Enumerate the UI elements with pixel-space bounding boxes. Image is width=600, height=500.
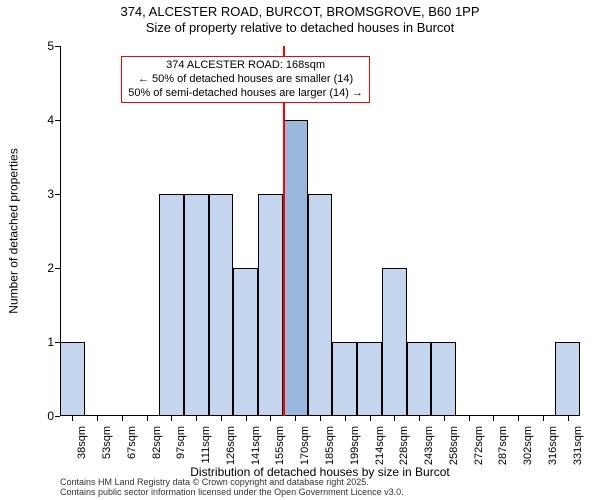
chart-container: 374, ALCESTER ROAD, BURCOT, BROMSGROVE, …: [0, 0, 600, 500]
x-tick-mark: [97, 416, 98, 421]
x-tick-label: 228sqm: [398, 422, 410, 465]
x-tick-mark: [568, 416, 569, 421]
x-tick-mark: [221, 416, 222, 421]
histogram-bar: [233, 268, 258, 416]
y-axis-label-wrap: Number of detached properties: [6, 46, 22, 416]
histogram-bar: [431, 342, 456, 416]
x-tick-mark: [270, 416, 271, 421]
x-tick-mark: [171, 416, 172, 421]
y-tick-mark: [55, 342, 60, 343]
x-tick-mark: [147, 416, 148, 421]
x-tick-mark: [394, 416, 395, 421]
histogram-bar: [159, 194, 184, 416]
y-axis-label: Number of detached properties: [7, 148, 21, 313]
plot-area: 374 ALCESTER ROAD: 168sqm← 50% of detach…: [60, 46, 580, 416]
histogram-bar: [209, 194, 234, 416]
x-tick-label: 141sqm: [250, 422, 262, 465]
x-tick-mark: [444, 416, 445, 421]
y-tick-mark: [55, 268, 60, 269]
x-tick-mark: [122, 416, 123, 421]
x-tick-mark: [518, 416, 519, 421]
x-tick-mark: [320, 416, 321, 421]
x-tick-mark: [295, 416, 296, 421]
x-tick-mark: [370, 416, 371, 421]
x-tick-mark: [543, 416, 544, 421]
x-tick-label: 155sqm: [274, 422, 286, 465]
x-tick-label: 126sqm: [225, 422, 237, 465]
x-tick-mark: [72, 416, 73, 421]
y-tick-label: 4: [32, 113, 54, 127]
x-tick-label: 258sqm: [448, 422, 460, 465]
y-tick-label: 5: [32, 39, 54, 53]
y-tick-mark: [55, 46, 60, 47]
x-tick-mark: [345, 416, 346, 421]
y-tick-mark: [55, 416, 60, 417]
histogram-bar: [555, 342, 580, 416]
histogram-bar: [332, 342, 357, 416]
annotation-box: 374 ALCESTER ROAD: 168sqm← 50% of detach…: [121, 56, 370, 103]
y-tick-label: 2: [32, 261, 54, 275]
histogram-bar: [258, 194, 283, 416]
y-tick-mark: [55, 194, 60, 195]
histogram-bar: [407, 342, 432, 416]
x-tick-label: 111sqm: [200, 422, 212, 464]
y-tick-mark: [55, 120, 60, 121]
y-tick-label: 1: [32, 335, 54, 349]
x-tick-label: 82sqm: [151, 422, 163, 459]
histogram-bar: [60, 342, 85, 416]
x-tick-label: 67sqm: [126, 422, 138, 459]
x-tick-label: 316sqm: [547, 422, 559, 465]
x-tick-label: 272sqm: [473, 422, 485, 465]
footer-line-2: Contains public sector information licen…: [60, 488, 404, 498]
x-tick-label: 199sqm: [349, 422, 361, 465]
title-sub: Size of property relative to detached ho…: [0, 20, 600, 35]
histogram-bar: [283, 120, 308, 416]
annotation-line: ← 50% of detached houses are smaller (14…: [128, 73, 363, 87]
title-main: 374, ALCESTER ROAD, BURCOT, BROMSGROVE, …: [0, 4, 600, 19]
annotation-line: 374 ALCESTER ROAD: 168sqm: [128, 59, 363, 73]
x-tick-label: 331sqm: [572, 422, 584, 465]
y-tick-label: 0: [32, 409, 54, 423]
histogram-bar: [184, 194, 209, 416]
x-tick-label: 185sqm: [324, 422, 336, 465]
x-tick-label: 97sqm: [175, 422, 187, 459]
histogram-bar: [308, 194, 333, 416]
footer-attribution: Contains HM Land Registry data © Crown c…: [60, 478, 404, 498]
x-tick-mark: [469, 416, 470, 421]
histogram-bar: [357, 342, 382, 416]
x-tick-mark: [246, 416, 247, 421]
histogram-bar: [382, 268, 407, 416]
x-tick-label: 243sqm: [423, 422, 435, 465]
x-tick-label: 287sqm: [497, 422, 509, 465]
x-tick-mark: [196, 416, 197, 421]
x-tick-label: 170sqm: [299, 422, 311, 465]
x-tick-label: 302sqm: [522, 422, 534, 465]
x-tick-label: 214sqm: [374, 422, 386, 465]
annotation-line: 50% of semi-detached houses are larger (…: [128, 87, 363, 101]
x-tick-mark: [493, 416, 494, 421]
x-tick-mark: [419, 416, 420, 421]
x-tick-label: 38sqm: [76, 422, 88, 459]
x-tick-label: 53sqm: [101, 422, 113, 459]
y-tick-label: 3: [32, 187, 54, 201]
